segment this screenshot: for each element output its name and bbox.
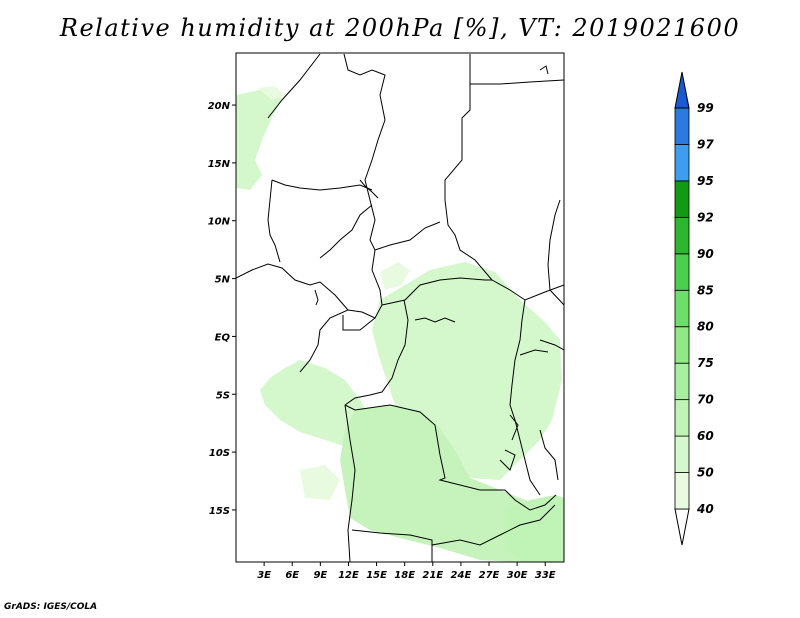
latitude-axis: 20N 15N 10N 5N EQ 5S 10S 15S	[208, 101, 236, 517]
lon-tick-label: 33E	[535, 570, 556, 581]
colorbar-label: 85	[697, 283, 714, 297]
lon-tick-label: 24E	[451, 570, 472, 581]
lat-tick-label: EQ	[215, 332, 231, 343]
colorbar-segment	[674, 144, 690, 182]
colorbar-segment	[674, 326, 690, 364]
grads-credit: GrADS: IGES/COLA	[4, 602, 98, 612]
colorbar-label: 95	[697, 174, 714, 188]
lon-tick-label: 18E	[394, 570, 415, 581]
lon-tick-label: 27E	[479, 570, 500, 581]
country-borders	[236, 53, 564, 562]
lon-tick-label: 9E	[313, 570, 327, 581]
longitude-axis: 3E 6E 9E 12E 15E 18E 21E 24E 27E 30E 33E	[257, 562, 556, 581]
lat-tick-label: 5N	[215, 275, 231, 286]
lon-tick-label: 3E	[257, 570, 271, 581]
lat-tick-label: 10S	[209, 448, 230, 459]
map-frame	[235, 52, 565, 563]
lon-tick-label: 21E	[422, 570, 443, 581]
colorbar-segment	[674, 107, 690, 145]
colorbar-segment	[674, 399, 690, 437]
colorbar-segment	[674, 362, 690, 401]
lat-tick-label: 15N	[208, 159, 231, 170]
colorbar-label: 90	[697, 247, 714, 261]
lat-tick-label: 20N	[208, 101, 231, 112]
colorbar-segment	[674, 508, 690, 546]
lon-tick-label: 12E	[338, 570, 359, 581]
colorbar-segment	[674, 180, 690, 218]
humidity-region-north-small	[258, 86, 285, 100]
colorbar-label: 99	[697, 101, 714, 115]
colorbar-label: 97	[697, 137, 714, 151]
colorbar-segment	[674, 71, 690, 109]
colorbar-label: 60	[697, 429, 714, 443]
map-title: Relative humidity at 200hPa [%], VT: 201…	[59, 14, 741, 42]
lon-tick-label: 30E	[507, 570, 528, 581]
lat-tick-label: 10N	[208, 217, 231, 228]
lon-tick-label: 15E	[366, 570, 387, 581]
colorbar-label: 80	[697, 320, 714, 334]
humidity-region-far-southwest	[300, 465, 340, 500]
colorbar-label: 75	[697, 356, 714, 370]
humidity-region-west-small	[380, 262, 410, 290]
humidity-region-northwest	[236, 88, 282, 190]
colorbar-segment	[674, 472, 690, 510]
colorbar: 40 50 60 70 75 80 85 90 92 95 97 99	[674, 71, 714, 546]
lat-tick-label: 5S	[216, 390, 230, 401]
humidity-region-coast	[260, 360, 372, 448]
colorbar-label: 50	[697, 466, 714, 480]
colorbar-segment	[674, 435, 690, 473]
humidity-field	[236, 86, 564, 562]
lat-tick-label: 15S	[209, 506, 230, 517]
colorbar-label: 92	[697, 210, 714, 224]
colorbar-label: 70	[697, 393, 714, 407]
colorbar-label: 40	[696, 502, 714, 516]
lon-tick-label: 6E	[285, 570, 299, 581]
colorbar-segment	[674, 253, 690, 291]
colorbar-segment	[674, 216, 690, 255]
humidity-region-southeast	[505, 495, 564, 562]
colorbar-segment	[674, 289, 690, 328]
